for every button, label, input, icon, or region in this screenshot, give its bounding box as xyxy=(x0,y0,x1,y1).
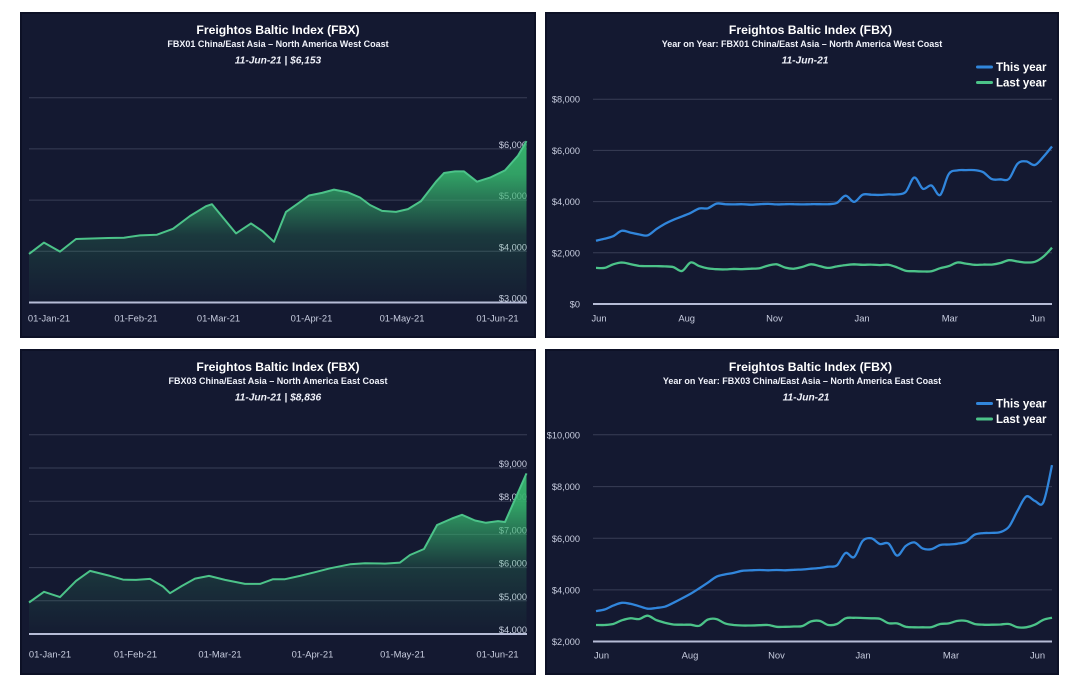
svg-text:$6,000: $6,000 xyxy=(499,140,527,150)
svg-text:11-Jun-21: 11-Jun-21 xyxy=(782,56,829,67)
svg-text:01-May-21: 01-May-21 xyxy=(380,649,425,660)
svg-text:$2,000: $2,000 xyxy=(552,637,580,647)
svg-text:Mar: Mar xyxy=(942,313,958,324)
svg-text:01-May-21: 01-May-21 xyxy=(380,313,425,324)
svg-text:11-Jun-21 | $8,836: 11-Jun-21 | $8,836 xyxy=(235,393,322,404)
svg-text:01-Feb-21: 01-Feb-21 xyxy=(114,313,157,324)
svg-text:Jun: Jun xyxy=(591,313,606,324)
svg-text:$4,000: $4,000 xyxy=(552,197,580,207)
svg-text:$6,000: $6,000 xyxy=(552,534,580,544)
svg-text:Jun: Jun xyxy=(1030,313,1045,324)
svg-text:Freightos Baltic Index (FBX): Freightos Baltic Index (FBX) xyxy=(729,360,892,374)
svg-text:01-Jan-21: 01-Jan-21 xyxy=(29,649,71,660)
svg-text:Jun: Jun xyxy=(1030,650,1045,661)
svg-text:Jan: Jan xyxy=(855,650,870,661)
svg-text:FBX01 China/East Asia – North: FBX01 China/East Asia – North America We… xyxy=(167,39,388,49)
svg-text:Mar: Mar xyxy=(943,650,959,661)
svg-text:Jun: Jun xyxy=(594,650,609,661)
svg-text:$6,000: $6,000 xyxy=(552,146,580,156)
svg-text:01-Apr-21: 01-Apr-21 xyxy=(291,313,333,324)
svg-text:$2,000: $2,000 xyxy=(552,248,580,258)
svg-text:01-Apr-21: 01-Apr-21 xyxy=(292,649,334,660)
svg-text:Aug: Aug xyxy=(682,650,699,661)
svg-text:This year: This year xyxy=(996,62,1047,74)
svg-text:$4,000: $4,000 xyxy=(552,585,580,595)
svg-text:01-Jun-21: 01-Jun-21 xyxy=(476,313,518,324)
svg-text:This year: This year xyxy=(996,399,1047,411)
svg-text:Year on Year: FBX01 China/East: Year on Year: FBX01 China/East Asia – No… xyxy=(662,39,943,49)
svg-text:01-Jun-21: 01-Jun-21 xyxy=(476,649,518,660)
svg-text:$9,000: $9,000 xyxy=(499,459,527,469)
svg-text:01-Mar-21: 01-Mar-21 xyxy=(197,313,240,324)
svg-text:Nov: Nov xyxy=(768,650,785,661)
svg-text:Freightos Baltic Index (FBX): Freightos Baltic Index (FBX) xyxy=(196,23,359,37)
svg-text:Nov: Nov xyxy=(766,313,783,324)
svg-text:FBX03 China/East Asia – North: FBX03 China/East Asia – North America Ea… xyxy=(169,376,388,386)
svg-text:$8,000: $8,000 xyxy=(552,482,580,492)
svg-text:Last year: Last year xyxy=(996,78,1047,90)
svg-text:Aug: Aug xyxy=(678,313,695,324)
svg-text:01-Mar-21: 01-Mar-21 xyxy=(198,649,241,660)
svg-text:$8,000: $8,000 xyxy=(499,492,527,502)
svg-text:11-Jun-21 | $6,153: 11-Jun-21 | $6,153 xyxy=(235,56,322,67)
svg-text:01-Jan-21: 01-Jan-21 xyxy=(28,313,70,324)
svg-text:Year on Year: FBX03 China/East: Year on Year: FBX03 China/East Asia – No… xyxy=(663,376,941,386)
svg-text:11-Jun-21: 11-Jun-21 xyxy=(783,393,830,404)
svg-text:01-Feb-21: 01-Feb-21 xyxy=(114,649,157,660)
svg-text:$8,000: $8,000 xyxy=(552,95,580,105)
svg-text:$10,000: $10,000 xyxy=(547,430,580,440)
svg-text:Freightos Baltic Index (FBX): Freightos Baltic Index (FBX) xyxy=(196,360,359,374)
svg-text:Jan: Jan xyxy=(855,313,870,324)
svg-text:$0: $0 xyxy=(570,300,580,310)
svg-text:Last year: Last year xyxy=(996,414,1047,426)
svg-text:Freightos Baltic Index (FBX): Freightos Baltic Index (FBX) xyxy=(729,23,892,37)
